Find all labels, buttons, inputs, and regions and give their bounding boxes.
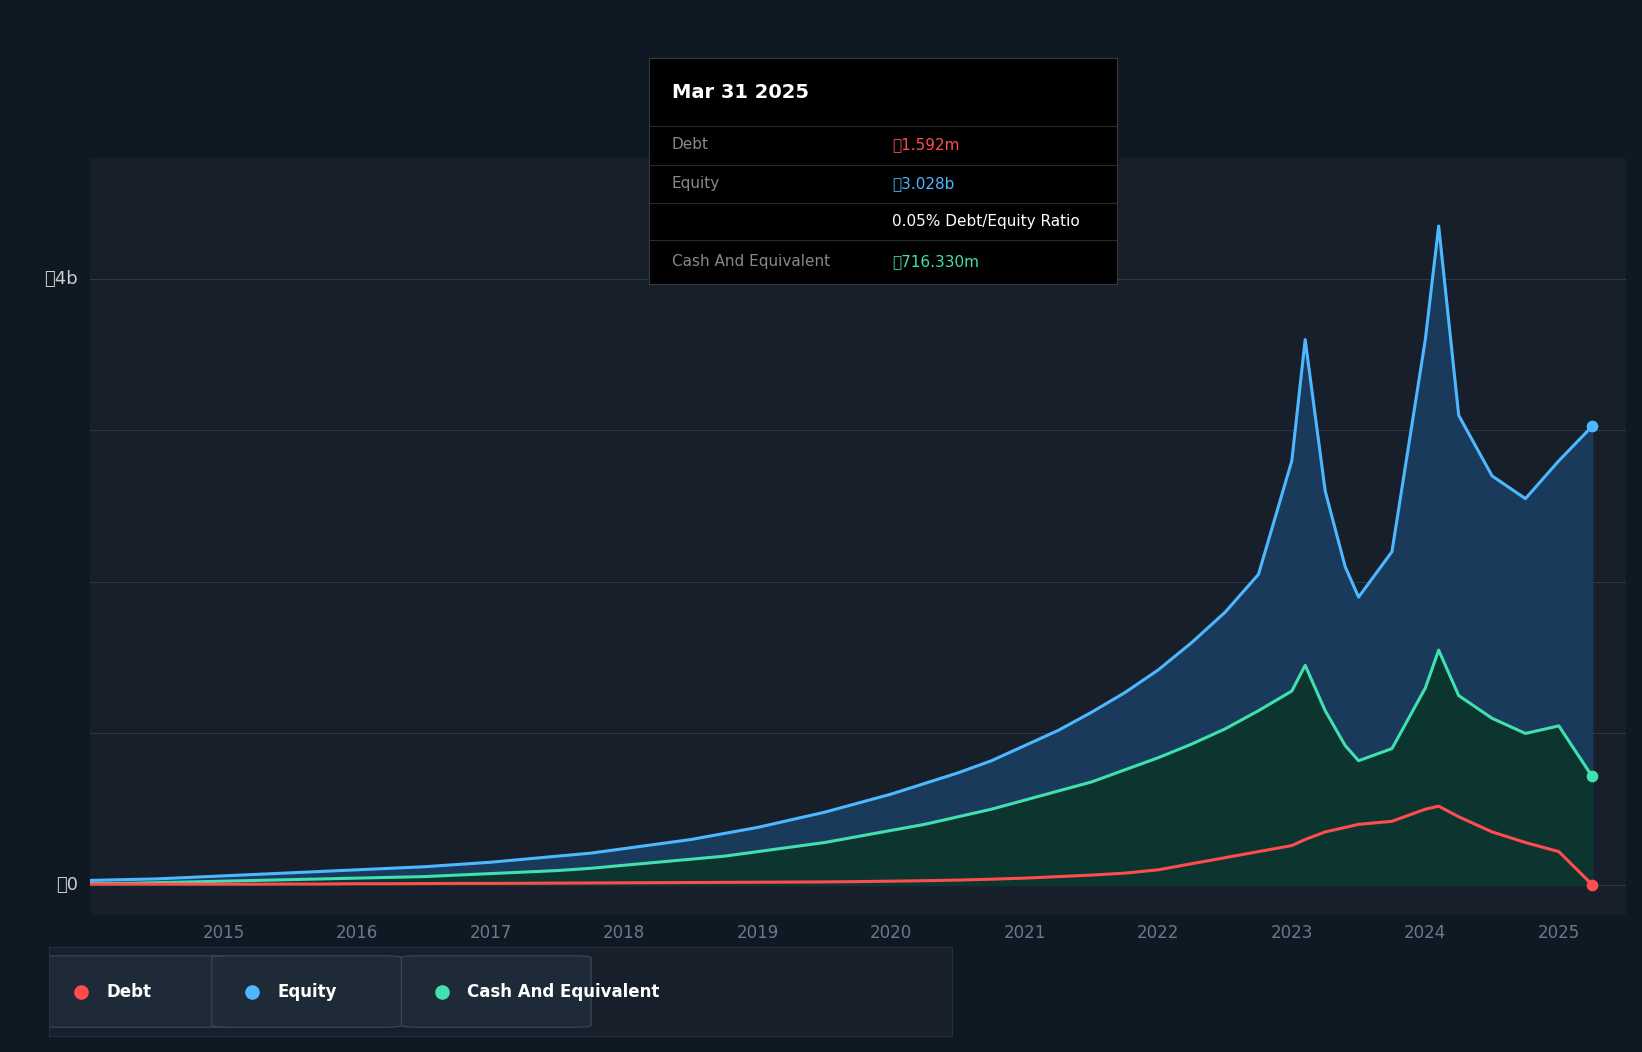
FancyBboxPatch shape	[402, 955, 591, 1027]
Point	[1580, 876, 1606, 893]
Point	[1580, 768, 1606, 785]
Text: Debt: Debt	[107, 983, 151, 1000]
Text: ₼0: ₼0	[56, 876, 79, 894]
Point	[67, 983, 94, 999]
Text: Equity: Equity	[672, 176, 721, 190]
Point	[429, 983, 455, 999]
FancyBboxPatch shape	[212, 955, 402, 1027]
Text: ₼4b: ₼4b	[44, 270, 79, 288]
Text: ₼1.592m: ₼1.592m	[892, 138, 959, 153]
Text: ₼3.028b: ₼3.028b	[892, 176, 954, 190]
Text: Cash And Equivalent: Cash And Equivalent	[672, 254, 831, 269]
Text: Debt: Debt	[672, 138, 709, 153]
FancyBboxPatch shape	[39, 955, 230, 1027]
Point	[1580, 418, 1606, 434]
Text: 0.05% Debt/Equity Ratio: 0.05% Debt/Equity Ratio	[892, 215, 1080, 229]
Text: Equity: Equity	[277, 983, 337, 1000]
Text: ₼716.330m: ₼716.330m	[892, 254, 979, 269]
Text: Cash And Equivalent: Cash And Equivalent	[468, 983, 660, 1000]
Text: Mar 31 2025: Mar 31 2025	[672, 83, 810, 102]
Point	[240, 983, 266, 999]
